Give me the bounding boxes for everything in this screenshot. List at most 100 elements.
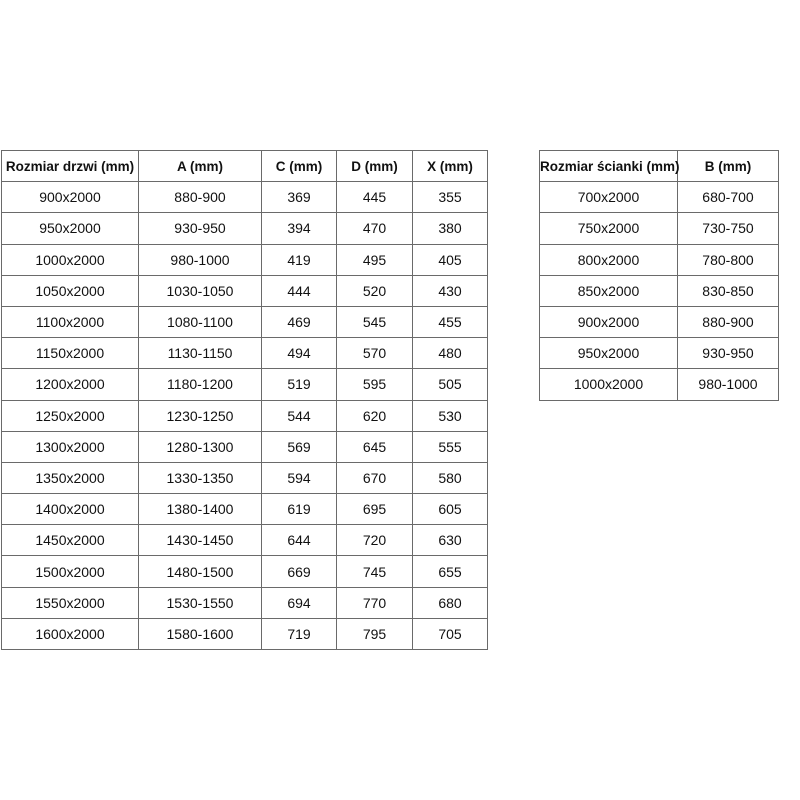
table-cell: 1330-1350	[138, 461, 262, 495]
table-cell: 444	[261, 274, 337, 307]
table-cell: 394	[261, 212, 337, 245]
table-cell: 645	[336, 430, 413, 463]
table-cell: 795	[336, 617, 413, 651]
table-cell: 470	[336, 212, 413, 245]
table-cell: 800x2000	[539, 243, 678, 276]
table-cell: 1480-1500	[138, 555, 262, 588]
table-cell: 580	[412, 461, 488, 495]
table-cell: 930-950	[677, 337, 779, 370]
table-cell: 1400x2000	[1, 493, 139, 526]
table-cell: 695	[336, 493, 413, 526]
table-cell: 1280-1300	[138, 430, 262, 463]
table-cell: 705	[412, 617, 488, 651]
table-cell: 720	[336, 524, 413, 557]
table-cell: 694	[261, 586, 337, 619]
table-cell: 555	[412, 430, 488, 463]
table-cell: 950x2000	[1, 212, 139, 245]
table-header-row: Rozmiar drzwi (mm) A (mm) C (mm) D (mm) X (m…	[1, 149, 488, 183]
table-cell: 730-750	[677, 212, 779, 245]
table-cell: 355	[412, 181, 488, 214]
table-cell: 880-900	[138, 181, 262, 214]
table-cell: 505	[412, 368, 488, 401]
table-cell: 700x2000	[539, 181, 678, 214]
table-cell: 445	[336, 181, 413, 214]
table-cell: 950x2000	[539, 337, 678, 370]
column-header: D (mm)	[336, 149, 413, 183]
table-row: 1600x2000 1580-1600 719 795 705	[1, 617, 488, 651]
table-row: 850x2000 830-850	[539, 274, 779, 307]
table-cell: 620	[336, 399, 413, 432]
table-cell: 1050x2000	[1, 274, 139, 307]
table-cell: 619	[261, 493, 337, 526]
table-row: 900x2000 880-900 369 445 355	[1, 181, 488, 214]
table-cell: 900x2000	[539, 305, 678, 339]
table-cell: 1180-1200	[138, 368, 262, 401]
table-cell: 644	[261, 524, 337, 557]
table-cell: 1430-1450	[138, 524, 262, 557]
table-cell: 1580-1600	[138, 617, 262, 651]
table-cell: 544	[261, 399, 337, 432]
table-cell: 570	[336, 337, 413, 370]
column-header: C (mm)	[261, 149, 337, 183]
table-cell: 830-850	[677, 274, 779, 307]
table-row: 1000x2000 980-1000	[539, 368, 779, 401]
table-row: 1050x2000 1030-1050 444 520 430	[1, 274, 488, 307]
table-cell: 519	[261, 368, 337, 401]
table-cell: 605	[412, 493, 488, 526]
column-header: A (mm)	[138, 149, 262, 183]
table-row: 750x2000 730-750	[539, 212, 779, 245]
table-cell: 900x2000	[1, 181, 139, 214]
column-header: X (mm)	[412, 149, 488, 183]
table-row: 950x2000 930-950	[539, 337, 779, 370]
table-cell: 594	[261, 461, 337, 495]
table-cell: 419	[261, 243, 337, 276]
table-cell: 750x2000	[539, 212, 678, 245]
table-cell: 1230-1250	[138, 399, 262, 432]
table-cell: 1000x2000	[539, 368, 678, 401]
table-cell: 630	[412, 524, 488, 557]
table-cell: 670	[336, 461, 413, 495]
table-cell: 850x2000	[539, 274, 678, 307]
table-cell: 430	[412, 274, 488, 307]
door-size-table: Rozmiar drzwi (mm) A (mm) C (mm) D (mm) X (m…	[1, 149, 488, 651]
table-cell: 545	[336, 305, 413, 339]
table-cell: 655	[412, 555, 488, 588]
table-cell: 1000x2000	[1, 243, 139, 276]
table-cell: 680-700	[677, 181, 779, 214]
table-row: 1100x2000 1080-1100 469 545 455	[1, 305, 488, 339]
table-cell: 745	[336, 555, 413, 588]
table-cell: 369	[261, 181, 337, 214]
table-header-row: Rozmiar ścianki (mm) B (mm)	[539, 149, 779, 183]
table-cell: 1130-1150	[138, 337, 262, 370]
table-cell: 1150x2000	[1, 337, 139, 370]
table-cell: 1350x2000	[1, 461, 139, 495]
table-row: 1300x2000 1280-1300 569 645 555	[1, 430, 488, 463]
table-cell: 495	[336, 243, 413, 276]
table-cell: 595	[336, 368, 413, 401]
table-row: 1000x2000 980-1000 419 495 405	[1, 243, 488, 276]
table-cell: 980-1000	[677, 368, 779, 401]
table-cell: 1080-1100	[138, 305, 262, 339]
column-header: Rozmiar ścianki (mm)	[539, 149, 680, 183]
table-cell: 1200x2000	[1, 368, 139, 401]
table-cell: 1600x2000	[1, 617, 139, 651]
table-cell: 455	[412, 305, 488, 339]
table-cell: 569	[261, 430, 337, 463]
table-cell: 380	[412, 212, 488, 245]
table-row: 1500x2000 1480-1500 669 745 655	[1, 555, 488, 588]
table-row: 700x2000 680-700	[539, 181, 779, 214]
table-cell: 1100x2000	[1, 305, 139, 339]
table-cell: 770	[336, 586, 413, 619]
table-row: 1350x2000 1330-1350 594 670 580	[1, 461, 488, 495]
wall-size-table: Rozmiar ścianki (mm) B (mm) 700x2000 680-7…	[539, 149, 779, 401]
table-cell: 520	[336, 274, 413, 307]
table-cell: 1530-1550	[138, 586, 262, 619]
table-cell: 680	[412, 586, 488, 619]
table-cell: 880-900	[677, 305, 779, 339]
table-cell: 669	[261, 555, 337, 588]
table-cell: 780-800	[677, 243, 779, 276]
table-row: 1150x2000 1130-1150 494 570 480	[1, 337, 488, 370]
table-row: 1400x2000 1380-1400 619 695 605	[1, 493, 488, 526]
table-row: 1250x2000 1230-1250 544 620 530	[1, 399, 488, 432]
table-cell: 469	[261, 305, 337, 339]
